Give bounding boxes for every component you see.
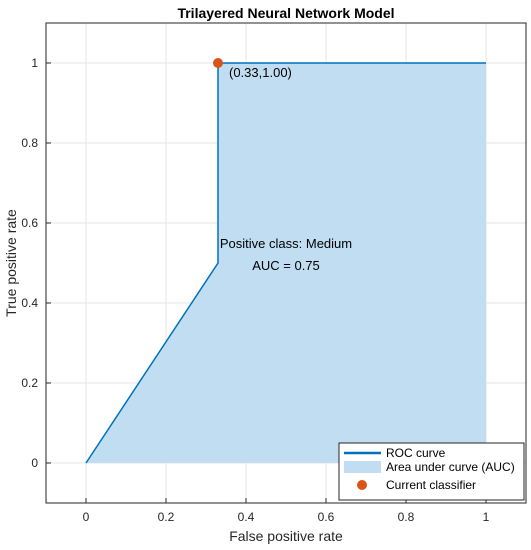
current-classifier-label: (0.33,1.00) [229,65,292,80]
y-tick-label: 0.4 [21,296,38,310]
current-classifier-marker [213,58,223,68]
y-tick-label: 0 [31,456,38,470]
x-tick-label: 0 [83,510,90,524]
y-tick-label: 0.8 [21,136,38,150]
legend-label-roc: ROC curve [386,446,446,460]
auc-annotation: AUC = 0.75 [252,258,320,273]
y-axis-label: True positive rate [3,209,19,317]
axes-box [45,22,527,504]
x-tick-label: 1 [483,510,490,524]
y-tick-label: 1 [31,56,38,70]
x-axis-label: False positive rate [229,528,343,544]
x-tick-label: 0.6 [318,510,335,524]
legend: ROC curve Area under curve (AUC) Current… [338,442,525,501]
x-tick-label: 0.4 [238,510,255,524]
auc-area [86,63,486,463]
legend-auc-swatch [344,461,381,473]
positive-class-annotation: Positive class: Medium [220,236,352,251]
legend-label-classifier: Current classifier [386,478,476,492]
x-tick-label: 0.8 [398,510,415,524]
legend-label-auc: Area under curve (AUC) [386,460,515,474]
x-axis-ticks: 0 0.2 0.4 0.6 0.8 1 [83,498,490,524]
roc-curve-line [85,62,486,464]
y-tick-label: 0.6 [21,216,38,230]
x-tick-label: 0.2 [158,510,175,524]
legend-classifier-swatch [357,480,367,490]
chart-title: Trilayered Neural Network Model [177,5,394,21]
y-tick-label: 0.2 [21,376,38,390]
y-axis-ticks: 0 0.2 0.4 0.6 0.8 1 [21,56,51,470]
